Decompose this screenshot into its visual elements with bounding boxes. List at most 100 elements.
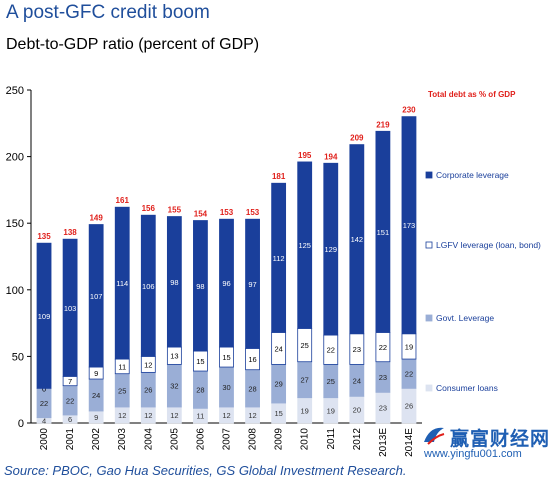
- x-tick-label: 2012: [352, 428, 363, 451]
- segment-label: 129: [325, 245, 338, 254]
- segment-label: 96: [222, 279, 230, 288]
- total-label: 149: [89, 214, 103, 223]
- segment-label: 32: [170, 382, 178, 391]
- segment-label: 12: [222, 411, 230, 420]
- bar-segment: [349, 144, 365, 335]
- segment-label: 97: [248, 280, 256, 289]
- segment-label: 28: [248, 384, 256, 393]
- segment-label: 15: [274, 409, 282, 418]
- legend-label: Corporate leverage: [436, 170, 509, 180]
- segment-label: 28: [196, 386, 204, 395]
- legend-label: Consumer loans: [436, 383, 498, 393]
- x-tick-label: 2004: [143, 428, 154, 451]
- segment-label: 12: [170, 411, 178, 420]
- segment-label: 24: [92, 391, 100, 400]
- segment-label: 15: [222, 353, 230, 362]
- x-tick-label: 2014E: [404, 428, 415, 457]
- legend-swatch: [425, 171, 433, 179]
- total-label: 155: [168, 206, 182, 215]
- bar-segment: [245, 218, 260, 349]
- segment-label: 98: [170, 278, 178, 287]
- segment-label: 4: [42, 416, 46, 425]
- segment-label: 27: [301, 376, 309, 385]
- bar-segment: [219, 218, 234, 348]
- site-watermark: 赢富财经网 www.yingfu001.com: [420, 424, 550, 464]
- bar-segment: [36, 242, 52, 389]
- y-tick-label: 0: [18, 418, 24, 430]
- total-label: 161: [116, 196, 130, 205]
- watermark-logo-icon: [424, 427, 445, 445]
- segment-label: 6: [68, 415, 72, 424]
- total-label: 156: [142, 204, 156, 213]
- total-label: 195: [298, 151, 312, 160]
- segment-label: 13: [170, 352, 178, 361]
- segment-label: 12: [144, 360, 152, 369]
- segment-label: 109: [38, 312, 51, 321]
- segment-label: 23: [379, 373, 387, 382]
- total-label: 153: [246, 208, 260, 217]
- legend-label: Govt. Leverage: [436, 313, 494, 323]
- y-tick-label: 200: [6, 152, 24, 164]
- segment-label: 7: [68, 377, 72, 386]
- segment-label: 23: [353, 345, 361, 354]
- legend-swatch: [425, 384, 433, 392]
- total-label: 181: [272, 172, 286, 181]
- legend-swatch: [425, 241, 433, 249]
- x-tick-label: 2010: [300, 428, 311, 451]
- segment-label: 30: [222, 383, 230, 392]
- total-label: 194: [324, 152, 338, 161]
- segment-label: 12: [144, 411, 152, 420]
- bar-segment: [375, 130, 391, 333]
- bar-segment: [401, 116, 417, 335]
- x-tick-label: 2006: [195, 428, 206, 451]
- segment-label: 12: [118, 411, 126, 420]
- x-tick-label: 2002: [91, 428, 102, 451]
- segment-label: 12: [248, 411, 256, 420]
- segment-label: 11: [197, 412, 205, 421]
- x-tick-label: 2013E: [378, 428, 389, 457]
- x-tick-label: 2011: [326, 428, 337, 450]
- x-tick-label: 2003: [117, 428, 128, 451]
- watermark-url: www.yingfu001.com: [424, 448, 522, 460]
- total-label: 153: [220, 208, 234, 217]
- y-tick-label: 250: [6, 85, 24, 97]
- bar-segment: [114, 206, 130, 360]
- total-label: 219: [376, 120, 390, 129]
- x-tick-label: 2009: [274, 428, 285, 451]
- segment-label: 22: [40, 399, 48, 408]
- segment-label: 125: [298, 241, 311, 250]
- total-label: 230: [402, 106, 416, 115]
- legend-swatch: [425, 314, 433, 322]
- segment-label: 142: [351, 235, 364, 244]
- y-tick-label: 100: [6, 285, 24, 297]
- segment-label: 22: [327, 346, 335, 355]
- source-note: Source: PBOC, Gao Hua Securities, GS Glo…: [4, 463, 407, 478]
- bar-segment: [62, 238, 78, 377]
- x-tick-label: 2001: [65, 428, 76, 451]
- segment-label: 26: [405, 402, 413, 411]
- watermark-name: 赢富财经网: [450, 429, 550, 450]
- bar-segment: [297, 161, 313, 329]
- segment-label: 106: [142, 282, 155, 291]
- segment-label: 25: [118, 386, 126, 395]
- chart-title: A post-GFC credit boom: [6, 2, 210, 23]
- total-label: 138: [63, 228, 77, 237]
- segment-label: 22: [405, 370, 413, 379]
- total-label: 154: [194, 210, 208, 219]
- segment-label: 22: [66, 396, 74, 405]
- segment-label: 151: [377, 228, 390, 237]
- x-tick-label: 2000: [39, 428, 50, 451]
- x-tick-label: 2005: [169, 428, 180, 451]
- segment-label: 22: [379, 343, 387, 352]
- segment-label: 20: [353, 406, 361, 415]
- segment-label: 112: [273, 254, 285, 263]
- chart-subtitle: Debt-to-GDP ratio (percent of GDP): [6, 36, 260, 53]
- segment-label: 16: [248, 355, 256, 364]
- bar-segment: [193, 220, 208, 352]
- total-label: 135: [37, 232, 51, 241]
- legend-label: LGFV leverage (loan, bond): [436, 240, 541, 250]
- segment-label: 0: [42, 384, 46, 393]
- segment-label: 19: [327, 406, 335, 415]
- segment-label: 24: [274, 344, 282, 353]
- segment-label: 107: [90, 292, 103, 301]
